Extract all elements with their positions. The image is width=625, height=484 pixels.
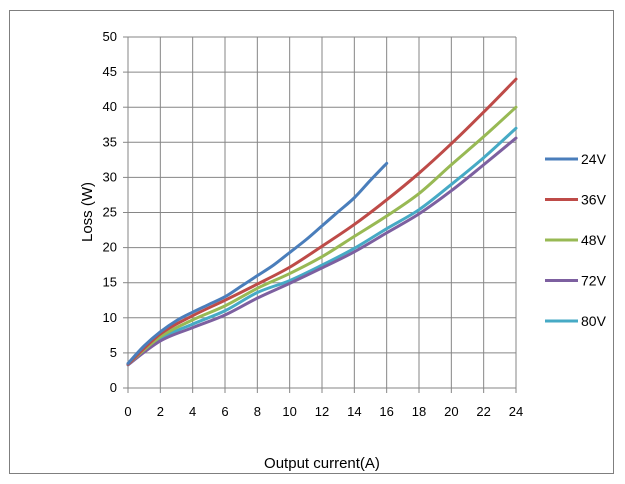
legend-label-48v: 48V: [581, 232, 607, 248]
series-lines: [126, 77, 518, 367]
y-tick-label: 10: [103, 310, 117, 325]
x-tick-label: 6: [221, 404, 228, 419]
legend-label-36v: 36V: [581, 192, 607, 208]
grid: [123, 36, 517, 393]
series-line-80v: [126, 126, 518, 367]
series-line-24v: [126, 161, 389, 365]
y-tick-label: 45: [103, 64, 117, 79]
y-tick-label: 15: [103, 275, 117, 290]
legend: 24V 36V 48V 72V 80V: [545, 151, 607, 329]
x-tick-label: 20: [444, 404, 458, 419]
x-tick-label: 4: [189, 404, 196, 419]
legend-label-72v: 72V: [581, 273, 607, 289]
y-tick-label: 35: [103, 134, 117, 149]
x-tick-label: 24: [509, 404, 523, 419]
x-tick-label: 14: [347, 404, 361, 419]
x-tick-label: 0: [124, 404, 131, 419]
x-tick-label: 8: [254, 404, 261, 419]
series-line-72v: [126, 136, 518, 367]
x-tick-label: 16: [379, 404, 393, 419]
x-tick-label: 10: [282, 404, 296, 419]
y-tick-label: 5: [110, 345, 117, 360]
x-axis-title: Output current(A): [264, 455, 380, 472]
legend-label-80v: 80V: [581, 313, 607, 329]
y-tick-label: 25: [103, 205, 117, 220]
series-line-48v: [126, 105, 518, 366]
y-tick-label: 50: [103, 29, 117, 44]
x-tick-label: 18: [412, 404, 426, 419]
y-tick-label: 30: [103, 169, 117, 184]
legend-label-24v: 24V: [581, 151, 607, 167]
y-tick-label: 20: [103, 240, 117, 255]
chart-frame: [9, 10, 614, 474]
y-axis-title: Loss (W): [79, 182, 96, 242]
x-tick-label: 2: [157, 404, 164, 419]
y-tick-label: 40: [103, 99, 117, 114]
x-tick-label: 22: [476, 404, 490, 419]
x-tick-label: 12: [315, 404, 329, 419]
series-line-36v: [126, 77, 518, 366]
y-tick-label: 0: [110, 380, 117, 395]
